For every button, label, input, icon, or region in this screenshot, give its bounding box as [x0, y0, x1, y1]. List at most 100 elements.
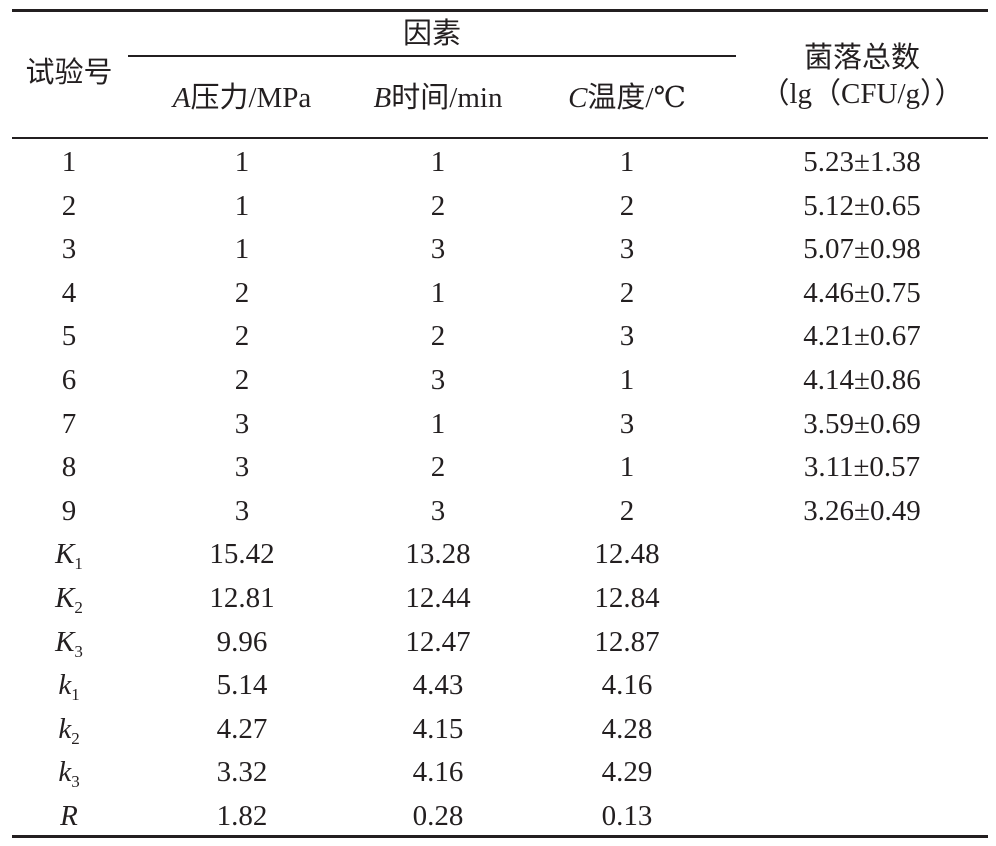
summary-symbol: k	[58, 669, 72, 701]
trial-no-cell: 8	[61, 451, 77, 483]
summary-b-cell: 4.15	[412, 713, 464, 745]
summary-b-cell: 12.44	[405, 582, 471, 614]
summary-c-cell: 4.16	[601, 669, 653, 701]
summary-label-cell: K3	[55, 626, 83, 661]
summary-symbol: K	[55, 626, 75, 658]
factor-c-cell: 3	[619, 408, 635, 440]
summary-a-cell: 4.27	[216, 713, 268, 745]
factor-b-cell: 3	[430, 364, 446, 396]
colony-count-cell: 5.23±1.38	[803, 146, 921, 178]
factor-c-letter: C	[568, 82, 588, 114]
factor-b-cell: 1	[430, 277, 446, 309]
trial-no-cell: 3	[61, 233, 77, 265]
summary-a-cell: 5.14	[216, 669, 268, 701]
summary-c-cell: 4.28	[601, 713, 653, 745]
trial-no-cell: 2	[61, 190, 77, 222]
header-factor-c: C温度/℃	[568, 84, 686, 113]
summary-label-cell: k2	[58, 713, 80, 748]
header-factor-b: B时间/min	[374, 84, 503, 113]
factor-b-label: 时间/min	[391, 82, 503, 114]
factor-b-cell: 3	[430, 495, 446, 527]
summary-b-cell: 13.28	[405, 538, 471, 570]
summary-c-cell: 12.48	[594, 538, 660, 570]
colony-count-cell: 4.46±0.75	[803, 277, 921, 309]
bottom-rule	[12, 835, 988, 838]
factor-c-label: 温度/℃	[587, 82, 686, 114]
factor-c-cell: 3	[619, 233, 635, 265]
top-rule	[12, 9, 988, 12]
summary-symbol: k	[58, 713, 72, 745]
factor-b-cell: 3	[430, 233, 446, 265]
header-trial-no: 试验号	[25, 57, 113, 89]
header-result-line2: （lg（CFU/g））	[760, 78, 964, 110]
factor-c-cell: 3	[619, 320, 635, 352]
summary-c-cell: 0.13	[601, 800, 653, 832]
summary-b-cell: 12.47	[405, 626, 471, 658]
summary-a-cell: 12.81	[209, 582, 275, 614]
factor-b-cell: 2	[430, 451, 446, 483]
summary-a-cell: 9.96	[216, 626, 268, 658]
factor-b-cell: 2	[430, 190, 446, 222]
summary-symbol: K	[55, 582, 75, 614]
summary-subscript: 1	[71, 685, 80, 704]
summary-a-cell: 1.82	[216, 800, 268, 832]
summary-b-cell: 0.28	[412, 800, 464, 832]
factor-a-cell: 3	[234, 408, 250, 440]
summary-c-cell: 4.29	[601, 756, 653, 788]
colony-count-cell: 5.07±0.98	[803, 233, 921, 265]
factor-a-cell: 1	[234, 146, 250, 178]
factor-a-letter: A	[172, 82, 191, 114]
summary-b-cell: 4.16	[412, 756, 464, 788]
factor-a-cell: 2	[234, 364, 250, 396]
colony-count-cell: 3.11±0.57	[803, 451, 921, 483]
summary-c-cell: 12.84	[594, 582, 660, 614]
colony-count-cell: 5.12±0.65	[803, 190, 921, 222]
summary-label-cell: K1	[55, 538, 83, 573]
summary-label-cell: k3	[58, 756, 80, 791]
factor-a-label: 压力/MPa	[190, 82, 312, 114]
summary-subscript: 1	[74, 554, 83, 573]
factor-c-cell: 2	[619, 277, 635, 309]
summary-label-cell: k1	[58, 669, 80, 704]
factor-b-letter: B	[373, 82, 392, 114]
factor-a-cell: 2	[234, 320, 250, 352]
factor-a-cell: 2	[234, 277, 250, 309]
summary-subscript: 3	[74, 642, 83, 661]
factor-c-cell: 1	[619, 146, 635, 178]
factor-a-cell: 1	[234, 190, 250, 222]
factor-c-cell: 2	[619, 495, 635, 527]
factor-a-cell: 3	[234, 495, 250, 527]
colony-count-cell: 3.26±0.49	[803, 495, 921, 527]
trial-no-cell: 1	[61, 146, 77, 178]
factor-b-cell: 2	[430, 320, 446, 352]
trial-no-cell: 7	[61, 408, 77, 440]
factor-c-cell: 1	[619, 451, 635, 483]
summary-a-cell: 15.42	[209, 538, 275, 570]
header-result-line1: 菌落总数	[803, 42, 921, 74]
summary-symbol: k	[58, 756, 72, 788]
summary-subscript: 2	[74, 598, 83, 617]
header-factor-a: A压力/MPa	[173, 84, 312, 113]
trial-no-cell: 5	[61, 320, 77, 352]
trial-no-cell: 9	[61, 495, 77, 527]
trial-no-cell: 4	[61, 277, 77, 309]
colony-count-cell: 4.21±0.67	[803, 320, 921, 352]
summary-a-cell: 3.32	[216, 756, 268, 788]
summary-subscript: 2	[71, 729, 80, 748]
colony-count-cell: 3.59±0.69	[803, 408, 921, 440]
factor-c-cell: 2	[619, 190, 635, 222]
summary-c-cell: 12.87	[594, 626, 660, 658]
summary-symbol: R	[60, 800, 78, 832]
summary-b-cell: 4.43	[412, 669, 464, 701]
summary-label-cell: K2	[55, 582, 83, 617]
factor-c-cell: 1	[619, 364, 635, 396]
colony-count-cell: 4.14±0.86	[803, 364, 921, 396]
factors-rule	[128, 55, 736, 57]
factor-b-cell: 1	[430, 146, 446, 178]
header-factors: 因素	[402, 18, 462, 50]
header-bottom-rule	[12, 137, 988, 139]
summary-label-cell: R	[60, 802, 78, 831]
summary-subscript: 3	[71, 772, 80, 791]
summary-symbol: K	[55, 538, 75, 570]
factor-a-cell: 3	[234, 451, 250, 483]
